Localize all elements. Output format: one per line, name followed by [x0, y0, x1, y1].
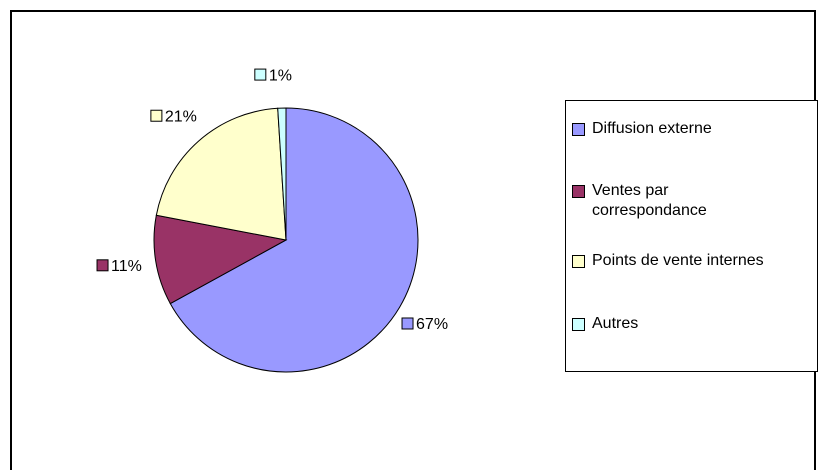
legend-label: Autres — [592, 315, 639, 332]
legend-label: Diffusion externe — [592, 120, 712, 137]
legend-label: Points de vente internes — [592, 252, 764, 269]
data-label: 21% — [165, 108, 197, 125]
legend-swatch — [572, 318, 585, 331]
legend-swatch — [572, 185, 585, 198]
pie-slice — [169, 107, 419, 373]
data-label: 1% — [269, 67, 292, 84]
legend-swatch — [572, 123, 585, 136]
data-label: 11% — [111, 258, 142, 275]
legend: Diffusion externe Ventes par correspondan… — [565, 100, 818, 372]
data-label: 67% — [416, 316, 448, 333]
label-swatch — [401, 317, 414, 330]
label-swatch — [254, 68, 267, 81]
pie-slice — [277, 107, 287, 241]
label-swatch — [150, 109, 163, 122]
legend-label: Ventes par correspondance — [592, 182, 707, 219]
pie-slice — [155, 107, 287, 241]
label-swatch — [96, 259, 109, 272]
legend-swatch — [572, 255, 585, 268]
pie-slice — [153, 214, 288, 305]
